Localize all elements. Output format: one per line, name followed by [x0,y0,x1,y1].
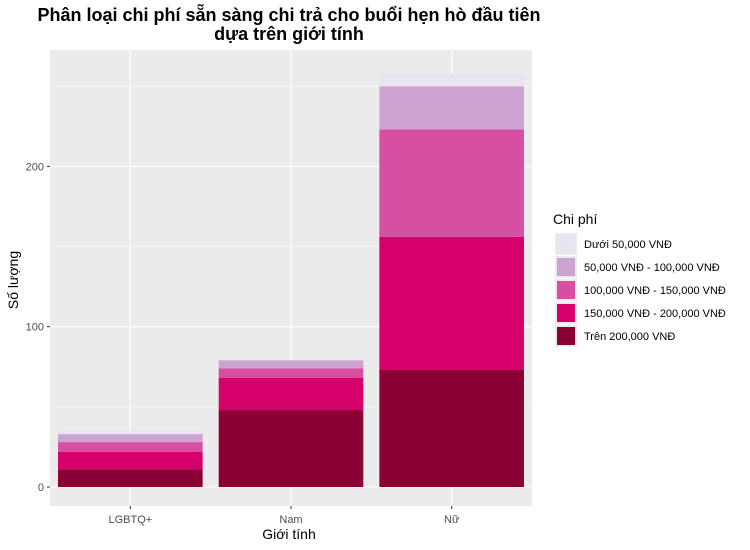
x-tick-label: Nữ [444,514,460,526]
legend-swatch [557,327,575,345]
y-axis-title: Số lượng [5,251,21,309]
bar-segment [218,377,364,411]
chart-title-line-1: Phân loại chi phí sẵn sàng chi trả cho b… [37,3,540,25]
x-axis-title: Giới tính [262,526,316,542]
x-axis: LGBTQ+ Nam Nữ [108,506,460,526]
y-tick-label: 200 [26,161,44,173]
y-axis: 0 100 200 [26,161,50,494]
y-tick-label: 100 [26,322,44,334]
bar-segment [58,442,203,452]
bar-segment [58,434,203,443]
legend-swatch [557,281,575,299]
bar-segment [58,430,203,435]
bar-segment [379,129,524,237]
legend-label: 50,000 VNĐ - 100,000 VNĐ [584,262,720,274]
bar-segment [218,360,364,369]
y-tick-label: 0 [38,482,44,494]
legend-swatch [557,258,575,276]
legend-title: Chi phí [553,211,597,227]
x-tick-label: LGBTQ+ [108,514,152,526]
legend-label: Dưới 50,000 VNĐ [584,239,672,251]
legend-label: 100,000 VNĐ - 150,000 VNĐ [584,285,726,297]
bars [58,73,524,487]
bar-segment [379,236,524,370]
bar-segment [58,469,203,487]
legend-label: Trên 200,000 VNĐ [584,331,675,343]
legend-label: 150,000 VNĐ - 200,000 VNĐ [584,308,726,320]
x-tick-label: Nam [279,514,302,526]
chart-title-line-2: dựa trên giới tính [214,24,364,44]
bar-segment [218,368,364,378]
legend-swatch [557,304,575,322]
bar-segment [379,86,524,130]
bar-segment [379,73,524,87]
bar-segment [58,451,203,470]
legend-swatch [557,235,575,253]
bar-segment [218,410,364,487]
bar-segment [379,369,524,487]
legend: Chi phí Dưới 50,000 VNĐ 50,000 VNĐ - 100,… [553,211,726,347]
